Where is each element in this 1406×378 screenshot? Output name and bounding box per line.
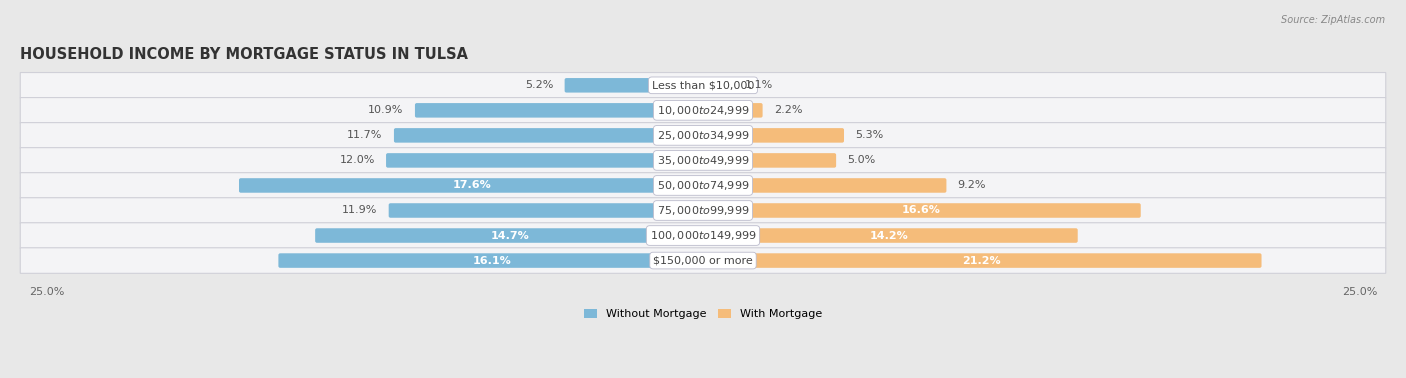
FancyBboxPatch shape — [703, 228, 1078, 243]
Text: Less than $10,000: Less than $10,000 — [652, 80, 754, 90]
Text: 16.1%: 16.1% — [472, 256, 510, 266]
Text: $50,000 to $74,999: $50,000 to $74,999 — [657, 179, 749, 192]
Text: 5.2%: 5.2% — [524, 80, 554, 90]
Text: HOUSEHOLD INCOME BY MORTGAGE STATUS IN TULSA: HOUSEHOLD INCOME BY MORTGAGE STATUS IN T… — [20, 46, 468, 62]
FancyBboxPatch shape — [703, 203, 1140, 218]
FancyBboxPatch shape — [703, 78, 734, 93]
FancyBboxPatch shape — [20, 248, 1386, 273]
Text: 14.7%: 14.7% — [491, 231, 530, 240]
FancyBboxPatch shape — [20, 73, 1386, 98]
FancyBboxPatch shape — [565, 78, 703, 93]
FancyBboxPatch shape — [20, 198, 1386, 223]
Legend: Without Mortgage, With Mortgage: Without Mortgage, With Mortgage — [579, 305, 827, 324]
FancyBboxPatch shape — [415, 103, 703, 118]
Text: 12.0%: 12.0% — [339, 155, 375, 166]
Text: $100,000 to $149,999: $100,000 to $149,999 — [650, 229, 756, 242]
FancyBboxPatch shape — [703, 128, 844, 143]
Text: 5.0%: 5.0% — [848, 155, 876, 166]
FancyBboxPatch shape — [20, 173, 1386, 198]
FancyBboxPatch shape — [703, 178, 946, 193]
FancyBboxPatch shape — [703, 153, 837, 168]
Text: 2.2%: 2.2% — [773, 105, 803, 115]
FancyBboxPatch shape — [20, 148, 1386, 173]
Text: Source: ZipAtlas.com: Source: ZipAtlas.com — [1281, 15, 1385, 25]
Text: 11.9%: 11.9% — [342, 206, 377, 215]
Text: 10.9%: 10.9% — [368, 105, 404, 115]
Text: $150,000 or more: $150,000 or more — [654, 256, 752, 266]
Text: 5.3%: 5.3% — [855, 130, 883, 140]
Text: $25,000 to $34,999: $25,000 to $34,999 — [657, 129, 749, 142]
Text: $35,000 to $49,999: $35,000 to $49,999 — [657, 154, 749, 167]
FancyBboxPatch shape — [20, 223, 1386, 248]
Text: 1.1%: 1.1% — [745, 80, 773, 90]
FancyBboxPatch shape — [315, 228, 703, 243]
FancyBboxPatch shape — [387, 153, 703, 168]
FancyBboxPatch shape — [703, 103, 762, 118]
Text: 21.2%: 21.2% — [962, 256, 1001, 266]
FancyBboxPatch shape — [394, 128, 703, 143]
FancyBboxPatch shape — [239, 178, 703, 193]
FancyBboxPatch shape — [278, 253, 703, 268]
Text: $10,000 to $24,999: $10,000 to $24,999 — [657, 104, 749, 117]
Text: 17.6%: 17.6% — [453, 180, 491, 191]
FancyBboxPatch shape — [20, 98, 1386, 123]
Text: 16.6%: 16.6% — [901, 206, 941, 215]
Text: 9.2%: 9.2% — [957, 180, 986, 191]
Text: 11.7%: 11.7% — [347, 130, 382, 140]
FancyBboxPatch shape — [388, 203, 703, 218]
Text: $75,000 to $99,999: $75,000 to $99,999 — [657, 204, 749, 217]
FancyBboxPatch shape — [703, 253, 1261, 268]
Text: 14.2%: 14.2% — [870, 231, 908, 240]
FancyBboxPatch shape — [20, 122, 1386, 148]
